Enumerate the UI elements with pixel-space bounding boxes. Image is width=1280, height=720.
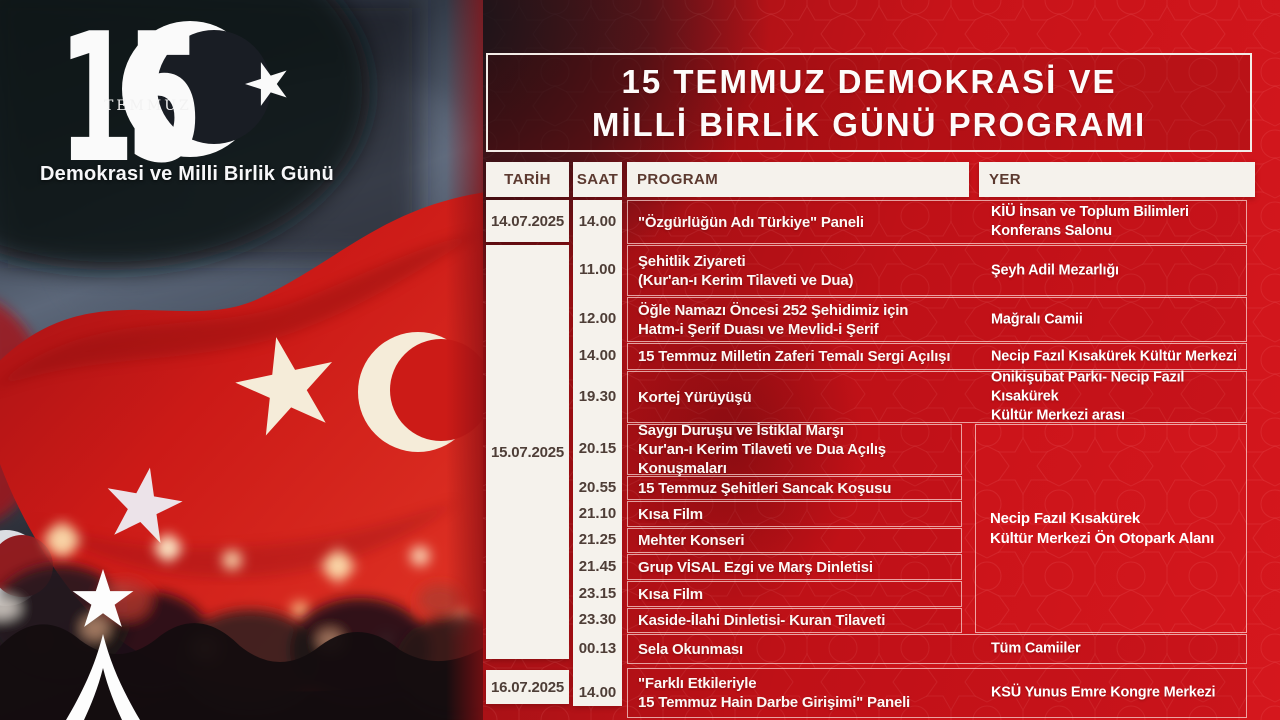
time-value: 21.10 (578, 504, 617, 522)
monument-graphic (66, 569, 140, 720)
time-value: 14.00 (578, 683, 617, 701)
time-value: 19.30 (578, 387, 617, 405)
schedule-row: 15 Temmuz Şehitleri Sancak Koşusu (627, 476, 962, 500)
time-value: 12.00 (578, 310, 617, 327)
crowd-photo-illustration: 15 TEMMUZ (0, 0, 486, 720)
row-venue-text: KİÜ İnsan ve Toplum Bilimleri Konferans … (991, 204, 1189, 239)
time-value: 23.30 (578, 611, 617, 628)
title-line-1: 15 TEMMUZ DEMOKRASİ VE (621, 62, 1117, 100)
schedule-row: 15 Temmuz Milletin Zaferi Temalı Sergi A… (627, 343, 1247, 370)
row-program-text: Kaside-İlahi Dinletisi- Kuran Tilaveti (638, 612, 886, 629)
header-program: PROGRAM (627, 162, 969, 197)
date-cell-15-07: 15.07.2025 (486, 245, 569, 659)
schedule-row: "Farklı Etkileriyle 15 Temmuz Hain Darbe… (627, 668, 1247, 718)
row-venue-text: Necip Fazıl Kısakürek Kültür Merkezi (991, 348, 1237, 364)
schedule-row: Kaside-İlahi Dinletisi- Kuran Tilaveti (627, 608, 962, 633)
date-cell-14-07: 14.07.2025 (486, 200, 569, 242)
row-program-text: Öğle Namazı Öncesi 252 Şehidimiz için Ha… (638, 301, 909, 338)
logo-month-label: TEMMUZ (104, 98, 192, 114)
row-program-text: Grup VİSAL Ezgi ve Marş Dinletisi (638, 558, 873, 576)
title-line-2: MİLLİ BİRLİK GÜNÜ PROGRAMI (591, 105, 1147, 143)
time-value: 23.15 (578, 584, 617, 602)
time-value: 14.00 (578, 212, 617, 230)
time-column: 14.00 11.00 12.00 14.00 19.30 20.15 20.5… (573, 200, 622, 706)
schedule-row: Kortej Yürüyüşü Onikişubat Parkı- Necip … (627, 369, 1247, 424)
schedule-row: Grup VİSAL Ezgi ve Marş Dinletisi (627, 554, 962, 580)
row-program-text: 15 Temmuz Milletin Zaferi Temalı Sergi A… (638, 348, 951, 365)
logo-crescent-icon (122, 21, 271, 157)
schedule-row: Saygı Duruşu ve İstiklal Marşı Kur'an-ı … (627, 422, 962, 477)
row-venue-text: KSÜ Yunus Emre Kongre Merkezi (991, 684, 1216, 701)
time-value: 14.00 (578, 347, 617, 364)
logo-number: 15 (58, 0, 195, 202)
schedule-row: Mehter Konseri (627, 528, 962, 553)
program-panel: 15 TEMMUZ DEMOKRASİ VE MİLLİ BİRLİK GÜNÜ… (483, 0, 1280, 720)
turkish-flag (0, 192, 486, 692)
time-value: 00.13 (578, 639, 617, 657)
schedule-row: Şehitlik Ziyareti (Kur'an-ı Kerim Tilave… (627, 245, 1247, 296)
crowd-photo-panel: 15 TEMMUZ Demokrasi ve Milli Birlik Günü (0, 0, 486, 720)
logo-15-temmuz: 15 TEMMUZ (58, 0, 295, 202)
time-value: 20.55 (578, 478, 617, 496)
row-program-text: Kısa Film (638, 585, 703, 603)
light-flares (42, 520, 358, 586)
time-value: 20.15 (578, 440, 617, 457)
row-program-text: Kortej Yürüyüşü (638, 388, 752, 406)
title-box: 15 TEMMUZ DEMOKRASİ VE MİLLİ BİRLİK GÜNÜ… (486, 53, 1252, 152)
row-program-text: Mehter Konseri (638, 532, 745, 549)
schedule-row: Sela Okunması Tüm Camiiler (627, 634, 1247, 664)
row-program-text: Şehitlik Ziyareti (Kur'an-ı Kerim Tilave… (638, 252, 854, 289)
row-program-text: "Özgürlüğün Adı Türkiye" Paneli (638, 213, 864, 231)
header-time: SAAT (573, 162, 622, 197)
time-value: 11.00 (579, 261, 616, 278)
row-venue-text: Mağralı Camii (991, 311, 1083, 327)
row-venue-text: Tüm Camiiler (991, 640, 1081, 657)
time-value: 21.25 (578, 531, 617, 548)
merged-venue-cell: Necip Fazıl Kısakürek Kültür Merkezi Ön … (975, 424, 1247, 633)
date-cell-16-07: 16.07.2025 (486, 670, 569, 704)
header-venue: YER (979, 162, 1255, 197)
schedule-row: Kısa Film (627, 581, 962, 607)
time-value: 21.45 (578, 557, 617, 575)
row-venue-text: Şeyh Adil Mezarlığı (991, 262, 1119, 278)
row-venue-text: Onikişubat Parkı- Necip Fazıl Kısakürek … (991, 369, 1185, 424)
row-program-text: Kısa Film (638, 505, 703, 523)
row-program-text: 15 Temmuz Şehitleri Sancak Koşusu (638, 479, 892, 497)
row-program-text: Sela Okunması (638, 640, 743, 658)
schedule-row: Kısa Film (627, 501, 962, 527)
row-program-text: Saygı Duruşu ve İstiklal Marşı Kur'an-ı … (638, 422, 886, 477)
row-program-text: "Farklı Etkileriyle 15 Temmuz Hain Darbe… (638, 675, 911, 711)
schedule-row: "Özgürlüğün Adı Türkiye" Paneli KİÜ İnsa… (627, 200, 1247, 244)
merged-venue-text: Necip Fazıl Kısakürek Kültür Merkezi Ön … (990, 509, 1215, 547)
header-date: TARİH (486, 162, 569, 197)
schedule-row: Öğle Namazı Öncesi 252 Şehidimiz için Ha… (627, 297, 1247, 342)
logo-caption: Demokrasi ve Milli Birlik Günü (40, 163, 334, 185)
